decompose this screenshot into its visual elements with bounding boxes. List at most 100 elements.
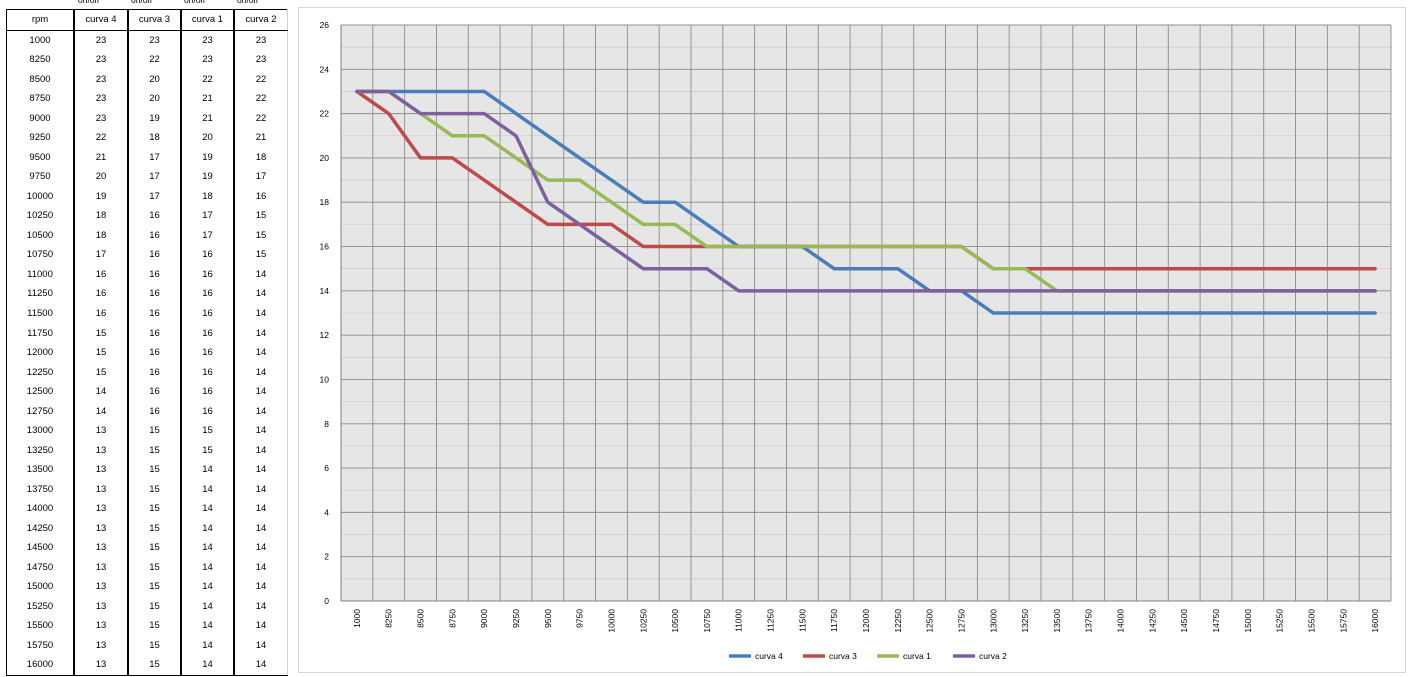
table-row: 14250 13 15 14 14 bbox=[6, 518, 288, 538]
table-cell: 21 bbox=[180, 108, 235, 129]
table-cell: 16 bbox=[127, 225, 182, 246]
table-row: 13250 13 15 15 14 bbox=[6, 440, 288, 460]
table-cell: 22 bbox=[233, 89, 288, 109]
column-header: curva 1 bbox=[180, 9, 235, 31]
table-cell: 16 bbox=[180, 381, 235, 402]
table-cell: 18 bbox=[127, 128, 182, 148]
table-cell: 17 bbox=[127, 147, 182, 168]
table-cell: 15 bbox=[233, 206, 288, 226]
column-onoff-label: on/off bbox=[237, 0, 259, 5]
table-cell: 17 bbox=[127, 167, 182, 187]
x-tick-label: 1000 bbox=[352, 609, 362, 628]
table-cell: 14 bbox=[180, 576, 235, 597]
table-cell: 9500 bbox=[6, 147, 75, 168]
table-cell: 16 bbox=[73, 264, 129, 285]
y-tick-label: 8 bbox=[324, 419, 329, 429]
legend-label: curva 2 bbox=[979, 651, 1007, 661]
data-table-panel: rpm curva 4 curva 3 curva 1 curva 2 1000 23 23 2… bbox=[6, 0, 288, 676]
table-cell: 15 bbox=[127, 655, 182, 676]
table-cell: 15 bbox=[127, 498, 182, 519]
table-cell: 20 bbox=[127, 89, 182, 109]
x-tick-label: 13000 bbox=[988, 609, 998, 633]
y-tick-label: 4 bbox=[324, 507, 329, 517]
legend-label: curva 1 bbox=[903, 651, 931, 661]
table-cell: 14 bbox=[233, 537, 288, 558]
table-cell: 14 bbox=[180, 596, 235, 616]
y-tick-label: 18 bbox=[320, 197, 330, 207]
table-cell: 14250 bbox=[6, 518, 75, 538]
table-cell: 13 bbox=[73, 596, 129, 616]
column-header: curva 3 bbox=[127, 9, 182, 31]
table-cell: 21 bbox=[233, 128, 288, 148]
table-cell: 14 bbox=[180, 615, 235, 636]
table-cell: 23 bbox=[73, 108, 129, 129]
x-tick-label: 8500 bbox=[416, 609, 426, 628]
table-cell: 16 bbox=[73, 303, 129, 324]
table-cell: 14 bbox=[233, 518, 288, 538]
y-tick-label: 26 bbox=[320, 20, 330, 30]
table-cell: 14 bbox=[233, 381, 288, 402]
table-cell: 10500 bbox=[6, 225, 75, 246]
table-cell: 15000 bbox=[6, 576, 75, 597]
table-cell: 12750 bbox=[6, 401, 75, 421]
table-cell: 14 bbox=[180, 479, 235, 499]
table-row: 10000 19 17 18 16 bbox=[6, 186, 288, 207]
y-tick-label: 10 bbox=[320, 374, 330, 384]
table-cell: 14 bbox=[180, 537, 235, 558]
table-cell: 14 bbox=[180, 655, 235, 676]
series-line bbox=[355, 89, 1377, 315]
table-cell: 10000 bbox=[6, 186, 75, 207]
table-cell: 19 bbox=[180, 147, 235, 168]
table-row: 10500 18 16 17 15 bbox=[6, 225, 288, 246]
table-cell: 14 bbox=[233, 264, 288, 285]
table-cell: 13 bbox=[73, 440, 129, 460]
table-cell: 14500 bbox=[6, 537, 75, 558]
x-tick-label: 12500 bbox=[925, 609, 935, 633]
table-cell: 8500 bbox=[6, 69, 75, 90]
line-chart: 0 2 4 6 8 10 12 14 16 18 20 22 24 26 1000 8250 8500 8750 9… bbox=[298, 7, 1406, 673]
table-cell: 12500 bbox=[6, 381, 75, 402]
x-tick-label: 10000 bbox=[606, 609, 616, 633]
table-cell: 14 bbox=[233, 498, 288, 519]
table-cell: 13 bbox=[73, 655, 129, 676]
table-cell: 13 bbox=[73, 537, 129, 558]
x-tick-label: 14250 bbox=[1147, 609, 1157, 633]
table-cell: 23 bbox=[73, 50, 129, 70]
table-cell: 16 bbox=[127, 264, 182, 285]
table-cell: 14 bbox=[233, 401, 288, 421]
table-cell: 15 bbox=[233, 245, 288, 265]
table-cell: 16 bbox=[127, 303, 182, 324]
data-table: rpm curva 4 curva 3 curva 1 curva 2 1000 23 23 2… bbox=[6, 9, 288, 676]
y-tick-label: 0 bbox=[324, 596, 329, 606]
table-row: 12750 14 16 16 14 bbox=[6, 401, 288, 421]
x-tick-label: 9500 bbox=[543, 609, 553, 628]
table-cell: 15 bbox=[73, 342, 129, 363]
table-cell: 14 bbox=[233, 615, 288, 636]
table-cell: 22 bbox=[233, 69, 288, 90]
table-cell: 15250 bbox=[6, 596, 75, 616]
table-cell: 16 bbox=[180, 362, 235, 382]
y-tick-label: 16 bbox=[320, 242, 330, 252]
table-cell: 14 bbox=[233, 342, 288, 363]
table-cell: 15 bbox=[73, 362, 129, 382]
x-tick-label: 10750 bbox=[702, 609, 712, 633]
table-cell: 13 bbox=[73, 479, 129, 499]
table-cell: 14 bbox=[180, 557, 235, 577]
table-cell: 18 bbox=[233, 147, 288, 168]
legend-label: curva 3 bbox=[829, 651, 857, 661]
table-cell: 14 bbox=[180, 498, 235, 519]
table-cell: 13 bbox=[73, 635, 129, 656]
table-cell: 8250 bbox=[6, 50, 75, 70]
table-cell: 16 bbox=[73, 284, 129, 304]
table-cell: 15 bbox=[127, 420, 182, 441]
table-cell: 12000 bbox=[6, 342, 75, 363]
column-header: curva 4 bbox=[73, 9, 129, 31]
table-cell: 15 bbox=[127, 479, 182, 499]
column-header: curva 2 bbox=[233, 9, 288, 31]
table-cell: 11000 bbox=[6, 264, 75, 285]
table-cell: 14 bbox=[233, 362, 288, 382]
table-cell: 17 bbox=[73, 245, 129, 265]
table-cell: 16 bbox=[180, 342, 235, 363]
table-cell: 14 bbox=[233, 303, 288, 324]
